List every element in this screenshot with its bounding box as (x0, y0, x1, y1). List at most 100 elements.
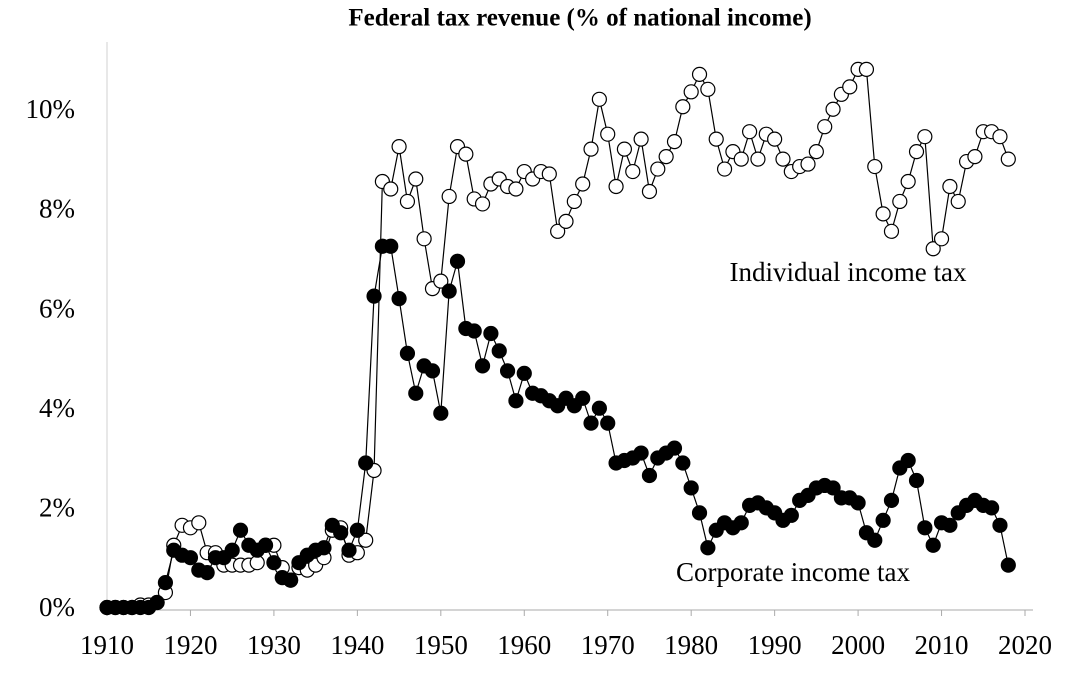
data-point (908, 144, 925, 160)
data-point (892, 193, 908, 210)
data-point (967, 148, 983, 165)
data-point (575, 390, 591, 406)
data-point (583, 415, 599, 431)
data-point (1000, 557, 1016, 573)
data-point (933, 231, 950, 247)
data-point (550, 223, 566, 239)
x-tick-label: 1910 (80, 630, 134, 660)
data-point (157, 574, 174, 591)
data-point (441, 188, 457, 205)
data-point (383, 181, 399, 197)
y-tick-label: 6% (39, 293, 75, 323)
data-point (575, 176, 591, 192)
data-point (767, 131, 783, 147)
x-tick-label: 1920 (163, 630, 217, 660)
data-point (224, 542, 240, 558)
x-tick-label: 1960 (497, 630, 551, 660)
data-point (600, 126, 616, 142)
data-point (825, 101, 841, 117)
data-point (391, 290, 407, 307)
data-point (474, 358, 491, 374)
data-point (591, 400, 607, 416)
data-point (883, 492, 900, 508)
data-point (499, 363, 516, 379)
data-point (666, 134, 683, 150)
data-point (341, 542, 357, 558)
data-point (433, 405, 449, 421)
data-point (842, 79, 858, 95)
data-point (850, 495, 866, 511)
data-point (366, 288, 382, 304)
data-point (458, 146, 474, 162)
data-point (399, 193, 416, 210)
data-point (992, 129, 1008, 145)
data-point (416, 231, 432, 247)
data-point (900, 452, 916, 469)
data-point (675, 455, 691, 471)
data-point (633, 131, 649, 147)
data-point (483, 325, 499, 342)
data-point (408, 171, 424, 187)
data-point (675, 99, 691, 115)
data-point (1000, 151, 1016, 167)
data-point (875, 512, 891, 528)
series-line (107, 245, 1009, 609)
data-point (491, 343, 507, 359)
data-point (800, 156, 816, 172)
data-point (641, 467, 658, 484)
data-point (700, 540, 716, 556)
x-tick-label: 1970 (581, 630, 635, 660)
series-label: Corporate income tax (676, 557, 910, 587)
data-point (867, 158, 883, 175)
data-point (383, 238, 399, 254)
x-tick-label: 2020 (998, 630, 1052, 660)
data-point (875, 206, 891, 222)
data-point (700, 81, 716, 97)
data-point (867, 532, 883, 548)
data-point (750, 151, 766, 167)
data-point (566, 193, 582, 210)
data-point (733, 151, 749, 167)
data-point (616, 141, 633, 157)
data-point (666, 440, 683, 456)
data-point (283, 572, 299, 588)
data-point (917, 129, 933, 145)
x-tick-label: 2010 (915, 630, 969, 660)
data-point (391, 139, 407, 155)
data-point (358, 455, 374, 471)
data-point (733, 515, 749, 531)
data-point (541, 166, 557, 182)
data-point (232, 522, 249, 538)
data-point (333, 525, 349, 541)
data-point (466, 323, 482, 339)
data-point (182, 550, 199, 566)
data-point (900, 173, 916, 190)
data-point (633, 445, 649, 461)
data-point (358, 532, 374, 548)
y-tick-label: 0% (39, 592, 75, 622)
data-point (433, 273, 449, 289)
data-point (908, 472, 925, 489)
data-point (508, 181, 524, 197)
data-point (266, 555, 282, 571)
data-point (199, 565, 215, 581)
data-point (441, 283, 457, 299)
data-point (149, 594, 165, 611)
data-point (591, 91, 607, 107)
data-point (808, 144, 824, 160)
data-point (925, 537, 941, 553)
data-point (925, 241, 941, 257)
data-point (992, 517, 1008, 533)
x-tick-label: 1990 (748, 630, 802, 660)
data-point (608, 178, 624, 195)
data-point (625, 163, 641, 180)
data-point (683, 480, 699, 496)
y-tick-label: 2% (39, 493, 75, 523)
data-point (516, 365, 532, 381)
y-tick-label: 8% (39, 194, 75, 224)
data-point (950, 193, 966, 210)
data-point (316, 540, 332, 556)
data-point (641, 183, 658, 200)
data-point (191, 515, 207, 531)
